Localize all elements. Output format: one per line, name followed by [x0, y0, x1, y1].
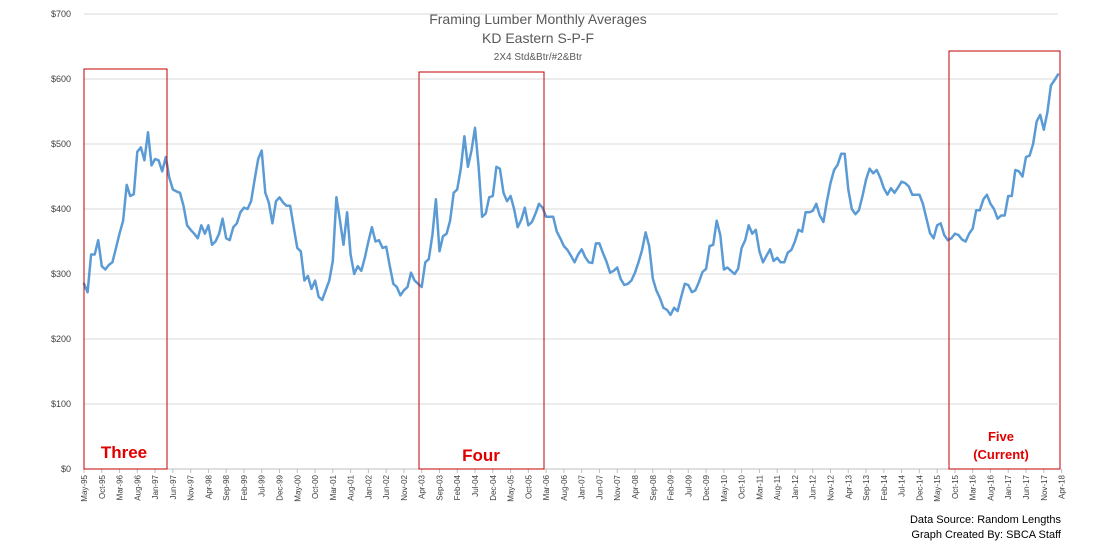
x-tick-label: Nov-97 — [187, 474, 196, 500]
x-tick-label: May-95 — [80, 474, 89, 501]
x-tick-label: Jul-04 — [471, 474, 480, 496]
cycle-label: Four — [462, 446, 500, 465]
y-tick-label: $200 — [51, 334, 71, 344]
x-tick-label: Oct-00 — [311, 474, 320, 499]
x-tick-label: Feb-09 — [667, 474, 676, 500]
data-source-note: Data Source: Random Lengths — [910, 514, 1062, 526]
x-tick-label: Oct-95 — [98, 474, 107, 499]
y-axis: $0 $100 $200 $300 $400 $500 $600 $700 — [51, 9, 71, 474]
x-tick-label: Dec-04 — [489, 474, 498, 500]
cycle-label: Five — [988, 429, 1014, 444]
cycle-box — [948, 50, 1061, 470]
x-tick-label: Oct-05 — [524, 474, 533, 499]
y-tick-label: $700 — [51, 9, 71, 19]
chart-title: Framing Lumber Monthly Averages — [429, 11, 647, 27]
x-tick-label: Feb-04 — [453, 474, 462, 500]
y-tick-label: $600 — [51, 74, 71, 84]
x-tick-label: Feb-14 — [880, 474, 889, 500]
price-series-line — [82, 73, 1060, 317]
x-tick-label: Jan-17 — [1004, 474, 1013, 499]
x-tick-label: Mar-96 — [116, 474, 125, 500]
x-tick-label: Jun-97 — [169, 474, 178, 499]
cycle-box — [83, 68, 168, 470]
x-tick-label: Oct-15 — [951, 474, 960, 499]
x-tick-label: Sep-98 — [222, 474, 231, 500]
chart-subtitle: KD Eastern S-P-F — [482, 30, 594, 46]
x-tick-label: Sep-08 — [649, 474, 658, 500]
cycle-box — [418, 71, 545, 470]
y-tick-label: $500 — [51, 139, 71, 149]
graph-credit-note: Graph Created By: SBCA Staff — [911, 529, 1062, 541]
y-tick-label: $300 — [51, 269, 71, 279]
x-tick-label: Aug-16 — [986, 474, 995, 500]
x-tick-label: Jul-09 — [684, 474, 693, 496]
x-tick-label: Aug-06 — [560, 474, 569, 500]
x-tick-label: Nov-17 — [1040, 474, 1049, 500]
x-tick-label: Nov-12 — [826, 474, 835, 500]
x-tick-label: Apr-03 — [418, 474, 427, 499]
x-tick-label: Nov-07 — [613, 474, 622, 500]
cycle-boxes: Three Four Five (Current) — [83, 50, 1061, 470]
x-tick-label: Sep-13 — [862, 474, 871, 500]
x-tick-label: Dec-99 — [276, 474, 285, 500]
x-tick-label: Mar-16 — [969, 474, 978, 500]
x-tick-label: Apr-18 — [1058, 474, 1067, 499]
x-tick-label: Jan-12 — [791, 474, 800, 499]
series-layer — [82, 73, 1060, 317]
x-tick-label: May-05 — [507, 474, 516, 501]
x-tick-label: Oct-10 — [738, 474, 747, 499]
cycle-label-line2: (Current) — [973, 447, 1029, 462]
x-tick-label: Mar-11 — [755, 474, 764, 499]
x-tick-label: Jun-02 — [382, 474, 391, 499]
x-tick-label: Jun-07 — [595, 474, 604, 499]
x-tick-label: May-10 — [720, 474, 729, 501]
cycle-label: Three — [101, 443, 147, 462]
x-tick-label: Apr-98 — [204, 474, 213, 499]
chart-subtitle-product: 2X4 Std&Btr/#2&Btr — [494, 52, 583, 63]
x-tick-label: Sep-03 — [435, 474, 444, 500]
x-tick-label: Apr-08 — [631, 474, 640, 499]
y-tick-label: $400 — [51, 204, 71, 214]
x-tick-label: Feb-99 — [240, 474, 249, 500]
x-tick-label: Dec-14 — [915, 474, 924, 500]
grid-lines — [84, 13, 1058, 470]
x-tick-label: Jul-99 — [258, 474, 267, 496]
x-tick-label: Apr-13 — [844, 474, 853, 499]
x-tick-label: Mar-06 — [542, 474, 551, 500]
x-tick-label: Dec-09 — [702, 474, 711, 500]
x-tick-label: Nov-02 — [400, 474, 409, 500]
x-tick-label: Aug-96 — [133, 474, 142, 500]
x-tick-label: Jan-02 — [364, 474, 373, 499]
x-tick-label: May-00 — [293, 474, 302, 501]
x-tick-label: Jun-17 — [1022, 474, 1031, 499]
x-tick-label: May-15 — [933, 474, 942, 501]
x-tick-label: Jan-07 — [578, 474, 587, 499]
x-tick-label: Jan-97 — [151, 474, 160, 499]
x-tick-label: Jul-14 — [898, 474, 907, 496]
x-axis: May-95 Oct-95 Mar-96 Aug-96 Jan-97 Jun-97 Nov-… — [80, 469, 1067, 502]
y-tick-label: $0 — [61, 464, 71, 474]
x-tick-label: Aug-01 — [347, 474, 356, 500]
y-tick-label: $100 — [51, 399, 71, 409]
x-tick-label: Jun-12 — [809, 474, 818, 499]
x-tick-label: Aug-11 — [773, 474, 782, 500]
x-tick-label: Mar-01 — [329, 474, 338, 500]
